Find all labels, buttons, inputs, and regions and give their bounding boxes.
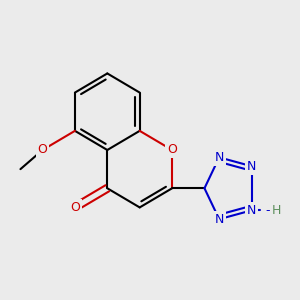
Text: O: O <box>167 143 177 157</box>
Text: N: N <box>214 213 224 226</box>
Text: H: H <box>272 204 281 217</box>
Text: N: N <box>247 204 256 217</box>
Text: N: N <box>247 160 256 173</box>
Text: O: O <box>70 201 80 214</box>
Text: N: N <box>214 151 224 164</box>
Text: O: O <box>38 143 47 157</box>
Text: -: - <box>266 204 270 217</box>
